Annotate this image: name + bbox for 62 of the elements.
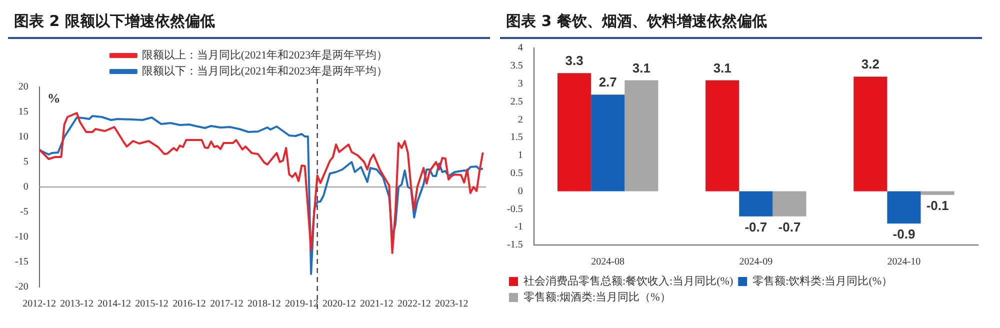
x-tick-label: 2016-12 (172, 298, 206, 310)
y-tick-label: -20 (14, 282, 28, 293)
x-tick-label: 2018-12 (248, 298, 281, 310)
y-tick-label: 1 (518, 150, 523, 162)
x-tick-label: 2023-12 (434, 298, 468, 310)
x-tick-label: 2024-09 (739, 256, 773, 268)
bar (558, 73, 592, 192)
data-label: -0.7 (744, 219, 768, 234)
x-tick-label: 2024-10 (887, 256, 921, 268)
data-label: 3.1 (713, 60, 732, 76)
y-tick-label: 10 (18, 132, 28, 143)
chart-title: 图表 2 限额以下增速依然偏低 (8, 8, 490, 39)
y-tick-label: -5 (20, 206, 28, 218)
y-tick-label: 3 (518, 78, 523, 90)
x-tick-label: 2015-12 (135, 298, 168, 310)
y-tick-label: 4 (518, 42, 523, 54)
x-tick-label: 2020-12 (322, 298, 356, 310)
data-label: 3.3 (565, 53, 584, 68)
bar (706, 80, 740, 192)
chart-title: 图表 3 餐饮、烟酒、饮料增速依然偏低 (500, 8, 982, 39)
data-label: -0.9 (892, 226, 916, 242)
bar (772, 191, 806, 216)
x-tick-label: 2017-12 (210, 298, 244, 310)
legend-label: 零售额:饮料类:当月同比(%） (752, 274, 893, 288)
y-tick-label: 2 (518, 114, 523, 126)
x-tick-label: 2022-12 (397, 298, 431, 310)
bar (739, 191, 773, 216)
y-tick-label: -0.5 (506, 204, 523, 215)
y-tick-label: 15 (18, 106, 28, 118)
data-label: -0.7 (778, 219, 801, 234)
data-label: 2.7 (598, 74, 617, 90)
y-tick-label: 0 (23, 182, 28, 193)
data-label: 3.2 (861, 56, 880, 72)
y-tick-label: -1.5 (506, 240, 523, 251)
y-tick-label: 3.5 (510, 60, 523, 72)
y-tick-label: 2.5 (510, 96, 523, 108)
bar (624, 80, 658, 192)
y-tick-label: 20 (18, 82, 28, 93)
x-tick-label: 2019-12 (285, 298, 318, 310)
bar (854, 76, 888, 192)
x-tick-label: 2014-12 (98, 298, 131, 310)
y-tick-label: 5 (23, 156, 28, 168)
data-label: -0.1 (926, 198, 949, 213)
y-tick-label: 0.5 (510, 168, 523, 179)
bar (591, 94, 625, 192)
y-axis-title: % (47, 90, 60, 106)
y-tick-label: 1.5 (510, 132, 523, 144)
legend-label: 限额以下：当月同比(2021年和2023年是两年平均） (142, 64, 388, 78)
y-tick-label: -10 (14, 232, 28, 243)
legend-label: 社会消费品零售总额:餐饮收入:当月同比(%) (524, 274, 734, 288)
y-tick-label: 0 (518, 186, 523, 197)
legend-label: 限额以上：当月同比(2021年和2023年是两年平均） (142, 48, 388, 62)
data-label: 3.1 (632, 60, 650, 76)
bar (920, 191, 954, 195)
x-tick-label: 2012-12 (22, 298, 56, 310)
y-tick-label: -15 (14, 256, 28, 268)
x-tick-label: 2021-12 (360, 298, 394, 310)
x-tick-label: 2024-08 (591, 256, 625, 268)
legend-label: 零售额:烟酒类:当月同比（%） (524, 290, 671, 304)
y-tick-label: -1 (514, 222, 523, 233)
bar (887, 191, 921, 224)
x-tick-label: 2013-12 (60, 298, 94, 310)
